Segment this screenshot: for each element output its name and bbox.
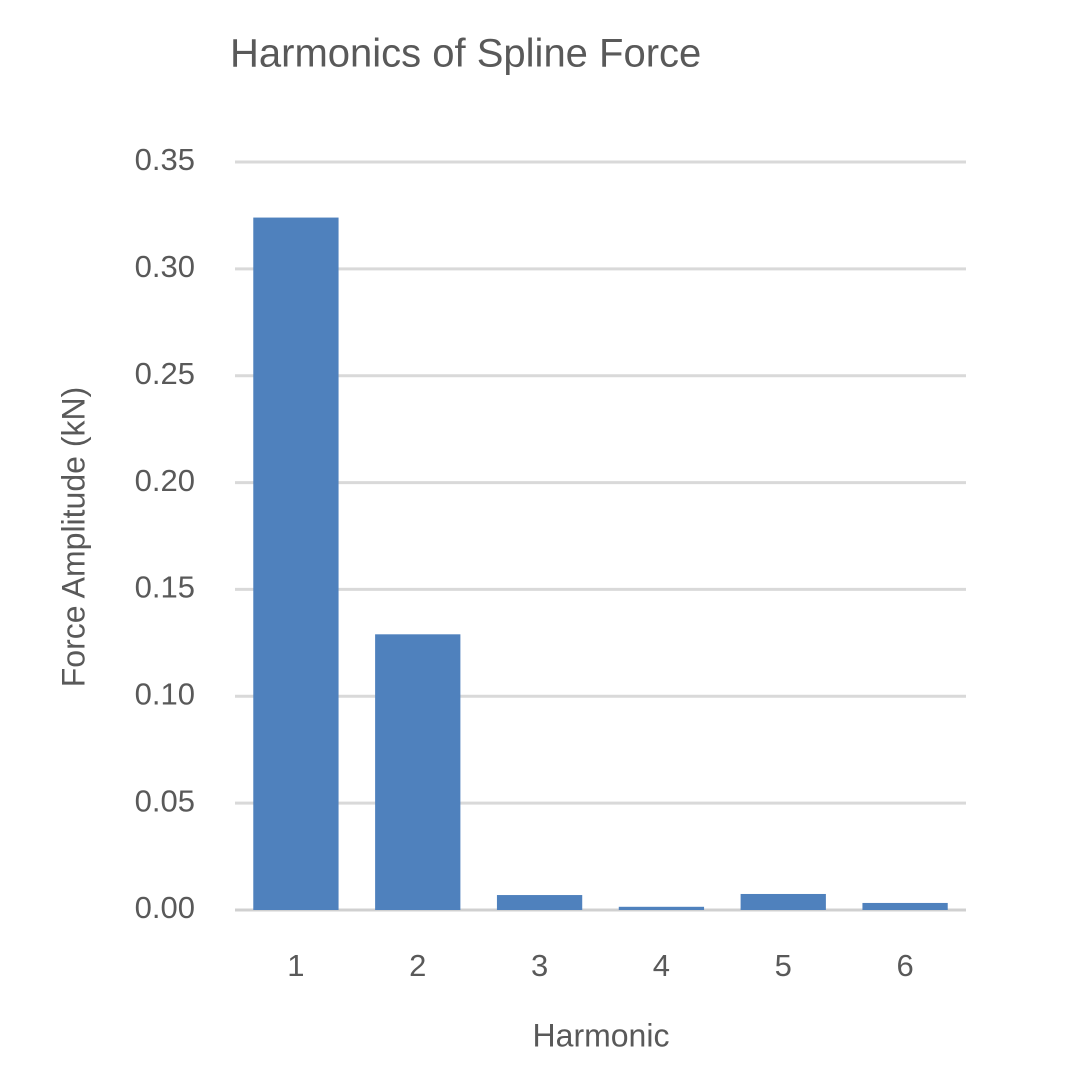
bar — [375, 634, 461, 910]
bar — [740, 893, 826, 910]
y-tick-label: 0.00 — [135, 890, 195, 925]
x-tick-label: 6 — [896, 948, 913, 983]
x-tick-label: 4 — [653, 948, 670, 983]
bar — [618, 906, 705, 910]
bar — [253, 217, 339, 910]
x-axis-title: Harmonic — [533, 1017, 670, 1053]
y-axis-title: Force Amplitude (kN) — [55, 387, 91, 688]
y-tick-label: 0.30 — [135, 249, 195, 284]
bar — [862, 902, 948, 910]
y-tick-label: 0.05 — [135, 783, 195, 818]
chart-title: Harmonics of Spline Force — [230, 32, 701, 76]
x-tick-label: 2 — [409, 948, 426, 983]
y-tick-label: 0.35 — [135, 142, 195, 177]
y-tick-label: 0.15 — [135, 570, 195, 605]
bar — [496, 895, 583, 910]
x-tick-label: 3 — [531, 948, 548, 983]
x-tick-label: 1 — [287, 948, 304, 983]
y-tick-label: 0.10 — [135, 676, 195, 711]
x-tick-label: 5 — [775, 948, 792, 983]
y-tick-label: 0.20 — [135, 463, 195, 498]
y-tick-label: 0.25 — [135, 356, 195, 391]
